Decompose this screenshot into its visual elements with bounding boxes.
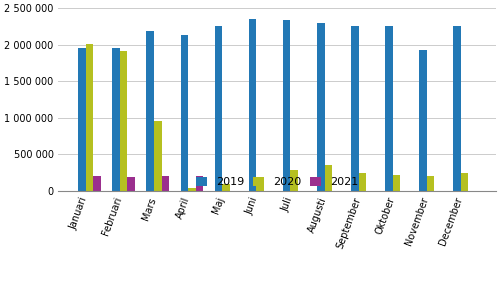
Bar [392, 175, 400, 191]
Bar [317, 23, 324, 191]
Bar [86, 44, 94, 191]
Bar [188, 188, 196, 191]
Bar [324, 165, 332, 191]
Bar [351, 26, 358, 191]
Bar [385, 26, 392, 191]
Bar [112, 48, 120, 191]
Bar [146, 31, 154, 191]
Bar [420, 50, 427, 191]
Bar [222, 184, 230, 191]
Bar [283, 20, 290, 191]
Bar [128, 177, 135, 191]
Bar [120, 51, 128, 191]
Bar [154, 121, 162, 191]
Bar [214, 26, 222, 191]
Bar [78, 48, 86, 191]
Bar [162, 176, 169, 191]
Bar [249, 19, 256, 191]
Bar [427, 176, 434, 191]
Bar [196, 176, 203, 191]
Bar [94, 176, 101, 191]
Legend: 2019, 2020, 2021: 2019, 2020, 2021 [196, 177, 358, 187]
Bar [358, 173, 366, 191]
Bar [290, 171, 298, 191]
Bar [180, 35, 188, 191]
Bar [256, 181, 264, 191]
Bar [461, 173, 468, 191]
Bar [454, 26, 461, 191]
